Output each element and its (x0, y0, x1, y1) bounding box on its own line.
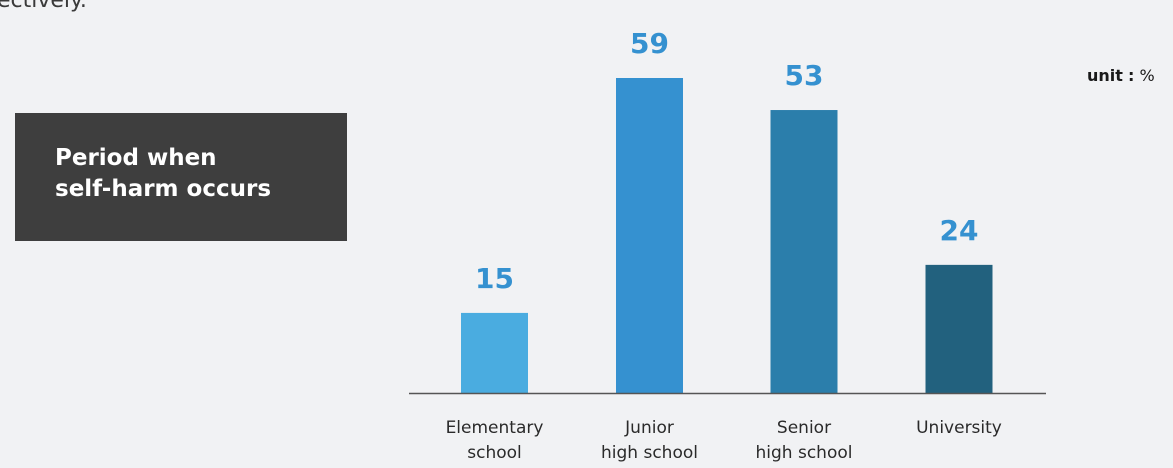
bar-2 (770, 110, 838, 393)
x-tick-label-3-0: University (916, 418, 1002, 438)
data-label-2: 53 (785, 59, 824, 92)
chart-title-line-2: self-harm occurs (55, 176, 272, 202)
unit-symbol: % (1139, 66, 1155, 85)
unit-separator: : (1128, 66, 1135, 85)
bar-0 (461, 312, 528, 393)
x-tick-label-0-0: Elementary (446, 418, 544, 438)
chart-title-line-1: Period when (55, 145, 217, 171)
data-label-3: 24 (940, 214, 979, 247)
truncated-paragraph-text: ectively. (0, 0, 87, 13)
x-tick-label-2-0: Senior (777, 418, 831, 438)
data-label-0: 15 (475, 262, 514, 295)
unit-label: unit : % (1087, 66, 1155, 85)
data-label-1: 59 (630, 27, 669, 60)
bar-3 (925, 264, 993, 393)
chart-title-box: Period when self-harm occurs (15, 113, 347, 241)
x-tick-label-1-1: high school (601, 443, 698, 463)
x-tick-label-1-0: Junior (624, 418, 674, 438)
bar-1 (616, 78, 683, 393)
x-tick-label-0-1: school (467, 443, 522, 463)
unit-key: unit (1087, 66, 1123, 85)
x-tick-label-2-1: high school (756, 443, 853, 463)
